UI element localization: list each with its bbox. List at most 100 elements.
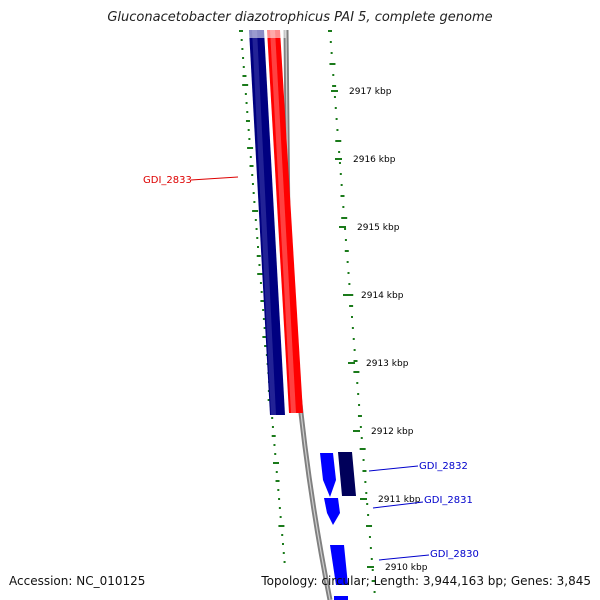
gene-arrow-gdi-2831 <box>324 498 340 525</box>
gc-mark-inner <box>257 246 260 248</box>
gene-label[interactable]: GDI_2833 <box>143 175 192 186</box>
scale-tick-label: 2916 kbp <box>353 155 396 165</box>
gc-mark-outer <box>338 162 341 164</box>
gc-mark-outer <box>329 63 336 65</box>
scale-tick-label: 2913 kbp <box>366 359 409 369</box>
cds-forward-shade <box>252 30 276 415</box>
gc-mark-outer <box>350 316 353 318</box>
gc-mark-outer <box>335 140 342 142</box>
gc-mark-inner <box>249 156 252 158</box>
gc-mark-outer <box>352 338 355 340</box>
gc-mark-inner <box>258 264 261 266</box>
gc-mark-inner <box>282 552 285 554</box>
scale-tick <box>331 90 338 92</box>
gc-mark-inner <box>249 165 254 167</box>
gc-mark-inner <box>246 111 249 113</box>
gc-mark-outer <box>351 327 354 329</box>
gc-mark-inner <box>251 174 254 176</box>
gc-mark-inner <box>278 525 285 527</box>
gc-mark-outer <box>357 393 360 395</box>
gc-mark-outer <box>358 404 361 406</box>
gc-mark-inner <box>271 417 274 419</box>
gc-mark-outer <box>335 118 338 120</box>
gene-label-layer: GDI_2833 GDI_2832 GDI_2831 GDI_2830 <box>143 175 479 561</box>
gc-mark-outer <box>371 580 376 582</box>
gc-mark-outer <box>356 382 359 384</box>
gc-mark-outer <box>365 492 368 494</box>
scale-tick <box>348 362 355 364</box>
gc-mark-inner <box>247 129 250 131</box>
gc-mark-outer <box>359 426 362 428</box>
gc-mark-outer <box>341 217 348 219</box>
gc-mark-inner <box>281 534 284 536</box>
gc-mark-outer <box>339 173 342 175</box>
gc-mark-outer <box>344 250 349 252</box>
scale-tick-label: 2912 kbp <box>371 427 414 437</box>
gc-mark-inner <box>260 291 263 293</box>
gc-mark-outer <box>330 52 333 54</box>
scale-track: 2917 kbp 2916 kbp 2915 kbp 2914 kbp 2913 kbp… <box>331 87 428 573</box>
gc-mark-inner <box>257 273 264 275</box>
gc-mark-outer <box>346 261 349 263</box>
cds-reverse-band <box>267 30 303 413</box>
gc-mark-inner <box>242 57 245 59</box>
gc-mark-inner <box>263 327 266 329</box>
gc-mark-inner <box>251 183 254 185</box>
gc-mark-inner <box>278 498 281 500</box>
gc-mark-outer <box>349 305 354 307</box>
gc-mark-inner <box>274 453 277 455</box>
gc-mark-outer <box>370 558 373 560</box>
gc-mark-outer <box>369 547 372 549</box>
gc-mark-inner <box>245 102 248 104</box>
scale-tick-label: 2911 kbp <box>378 495 421 505</box>
gc-mark-inner <box>254 219 257 221</box>
scale-tick-label: 2917 kbp <box>349 87 392 97</box>
gc-mark-outer <box>357 415 362 417</box>
scale-tick <box>339 226 346 228</box>
gc-mark-inner <box>262 318 265 320</box>
gc-mark-outer <box>329 41 332 43</box>
gc-mark-outer <box>338 151 341 153</box>
gc-mark-inner <box>279 516 282 518</box>
gc-mark-inner <box>281 543 284 545</box>
gc-mark-outer <box>342 206 345 208</box>
gc-mark-inner <box>241 48 244 50</box>
gc-mark-outer <box>336 129 339 131</box>
cds-reverse-shade <box>270 30 296 413</box>
genome-summary-text: Topology: circular; Length: 3,944,163 bp… <box>261 574 591 588</box>
scale-tick <box>353 430 360 432</box>
gc-mark-inner <box>242 75 247 77</box>
gc-mark-outer <box>362 459 365 461</box>
gc-mark-inner <box>277 489 280 491</box>
gene-arrow-gdi-2831a <box>320 453 336 497</box>
gene-label-leader <box>372 501 424 509</box>
track-fade-top <box>246 26 286 38</box>
gc-mark-inner <box>262 309 265 311</box>
gc-mark-outer <box>328 30 332 32</box>
gene-label-leader <box>190 176 239 181</box>
gene-label[interactable]: GDI_2831 <box>424 495 473 506</box>
gc-mark-inner <box>242 66 245 68</box>
gene-label[interactable]: GDI_2830 <box>430 549 479 560</box>
gc-mark-outer <box>347 294 354 296</box>
gc-mark-inner <box>256 237 259 239</box>
gene-arrow-gdi-2830 <box>330 545 348 585</box>
gc-mark-inner <box>283 561 286 563</box>
gc-mark-outer <box>344 239 347 241</box>
gc-mark-inner <box>247 147 254 149</box>
gc-mark-outer <box>344 228 347 230</box>
gc-mark-outer <box>347 272 350 274</box>
gc-mark-inner <box>245 120 250 122</box>
gene-label-leader <box>368 465 419 472</box>
gc-mark-outer <box>371 569 374 571</box>
feature-track <box>246 26 356 600</box>
gc-mark-inner <box>275 480 280 482</box>
scale-tick <box>335 158 342 160</box>
gene-label[interactable]: GDI_2832 <box>419 461 468 472</box>
gc-mark-inner <box>262 336 269 338</box>
scale-tick <box>343 294 350 296</box>
scale-tick-label: 2910 kbp <box>385 563 428 573</box>
gc-mark-inner <box>242 84 249 86</box>
